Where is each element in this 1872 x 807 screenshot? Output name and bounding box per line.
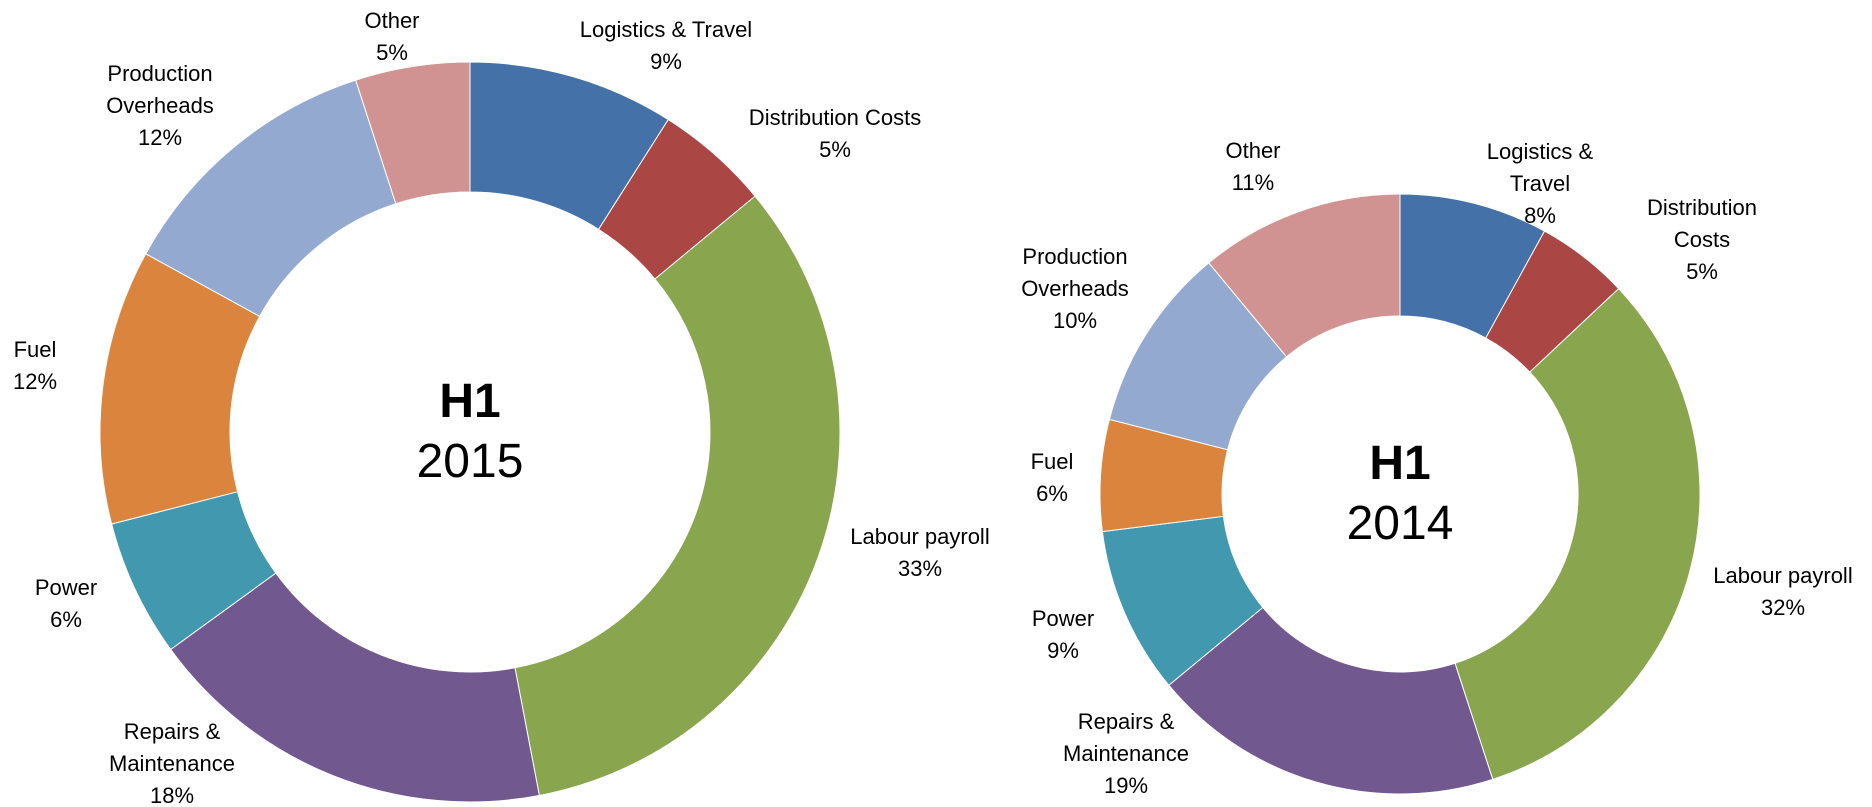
category-label: Labour payroll — [850, 524, 990, 549]
segment-label: Logistics & Travel 8% — [1480, 136, 1600, 232]
value-label: 19% — [1103, 773, 1149, 798]
category-label: Other — [364, 8, 420, 33]
center-label: H1 2014 — [1347, 434, 1454, 554]
segment-label: Fuel 6% — [1031, 446, 1074, 510]
segment-label: Repairs & Maintenance 19% — [1051, 706, 1201, 802]
category-label: Distribution Costs — [1646, 195, 1758, 252]
value-label: 10% — [1052, 308, 1098, 333]
segment-label: Fuel 12% — [13, 334, 57, 398]
category-label: Power — [1031, 606, 1095, 631]
center-title: H1 — [439, 375, 501, 428]
value-label: 5% — [819, 137, 851, 162]
donut-segment — [1208, 193, 1401, 358]
donut-segment — [1454, 287, 1701, 780]
category-label: Distribution Costs — [748, 105, 922, 130]
category-label: Fuel — [13, 337, 57, 362]
category-label: Repairs & Maintenance — [1063, 709, 1189, 766]
segment-label: Other 5% — [364, 5, 419, 69]
category-label: Fuel — [1030, 449, 1074, 474]
value-label: 18% — [149, 783, 195, 807]
segment-label: Distribution Costs 5% — [1637, 192, 1767, 288]
donut-segment — [1168, 606, 1494, 795]
center-subtitle: 2015 — [416, 435, 524, 488]
category-label: Repairs & Maintenance — [109, 719, 235, 776]
value-label: 6% — [50, 607, 82, 632]
segment-label: Other 11% — [1225, 135, 1280, 199]
value-label: 12% — [12, 369, 58, 394]
center-label: H1 2015 — [417, 372, 524, 492]
value-label: 6% — [1036, 481, 1068, 506]
value-label: 9% — [1047, 638, 1079, 663]
segment-label: Labour payroll 33% — [850, 521, 989, 585]
segment-label: Power 6% — [35, 572, 97, 636]
segment-label: Repairs & Maintenance 18% — [97, 716, 247, 807]
value-label: 5% — [376, 40, 408, 65]
donut-segment — [169, 572, 540, 803]
category-label: Production Overheads — [1021, 244, 1129, 301]
category-label: Production Overheads — [106, 61, 214, 118]
segment-label: Production Overheads 10% — [1005, 241, 1145, 337]
center-title: H1 — [1369, 437, 1431, 490]
donut-segment — [355, 61, 471, 205]
value-label: 8% — [1524, 203, 1556, 228]
value-label: 5% — [1686, 259, 1718, 284]
category-label: Other — [1225, 138, 1281, 163]
value-label: 12% — [137, 125, 183, 150]
value-label: 33% — [897, 556, 943, 581]
segment-label: Distribution Costs 5% — [749, 102, 921, 166]
category-label: Power — [34, 575, 98, 600]
donut-segment — [514, 195, 841, 797]
segment-label: Labour payroll 32% — [1713, 560, 1852, 624]
value-label: 9% — [650, 49, 682, 74]
category-label: Logistics & Travel — [1486, 139, 1594, 196]
value-label: 11% — [1231, 170, 1275, 195]
category-label: Labour payroll — [1713, 563, 1853, 588]
segment-label: Production Overheads 12% — [90, 58, 230, 154]
segment-label: Logistics & Travel 9% — [580, 14, 752, 78]
segment-label: Power 9% — [1032, 603, 1094, 667]
value-label: 32% — [1760, 595, 1806, 620]
category-label: Logistics & Travel — [579, 17, 753, 42]
center-subtitle: 2014 — [1346, 497, 1454, 550]
